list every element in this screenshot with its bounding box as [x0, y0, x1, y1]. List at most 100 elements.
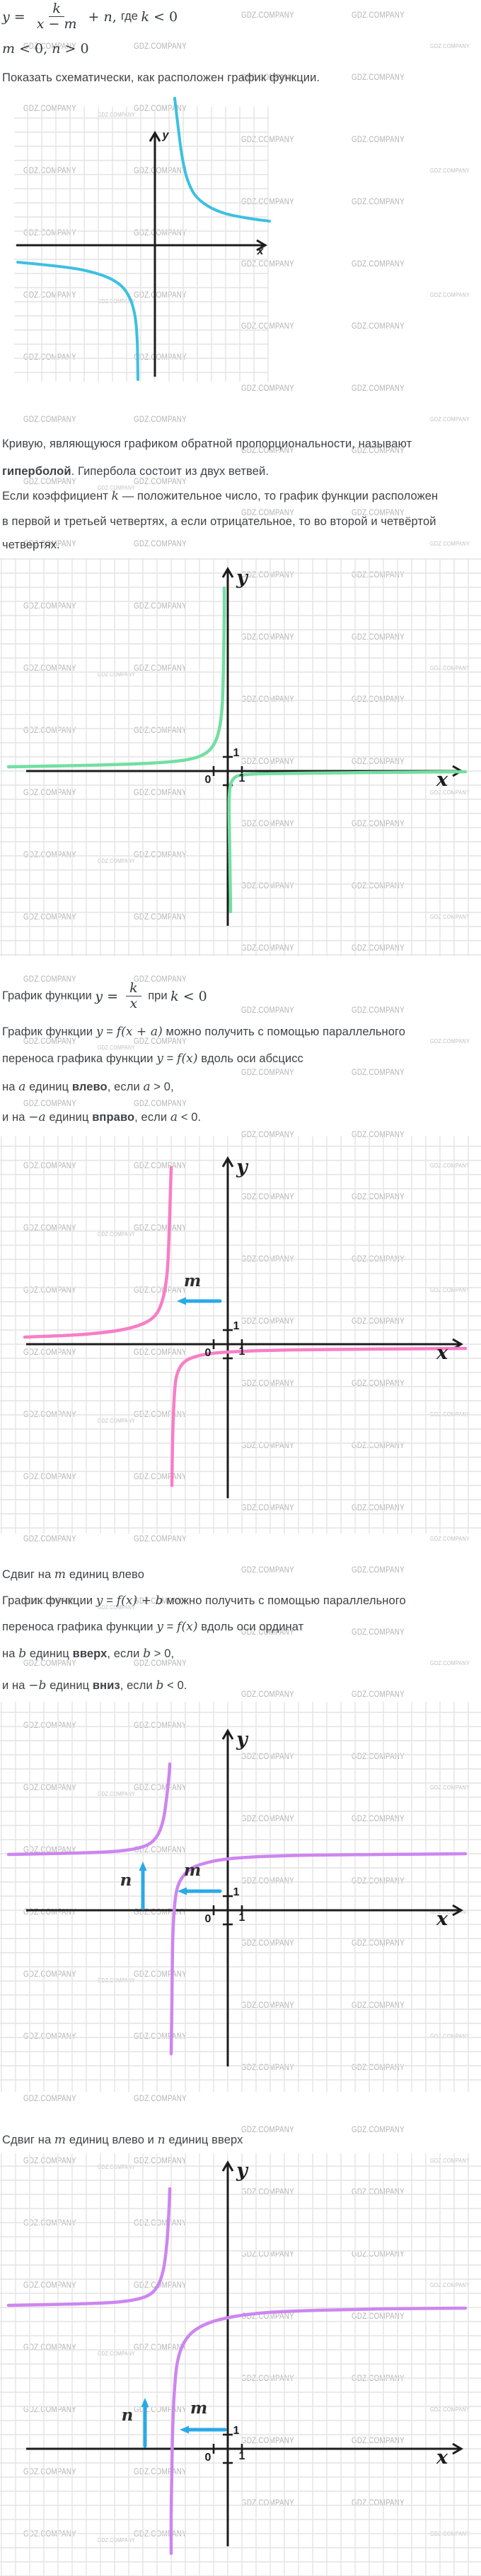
- watermark-text: GDZ.COMPANY: [134, 789, 187, 797]
- text-segment: =: [103, 988, 123, 1004]
- graph-label-y: y: [162, 129, 170, 141]
- watermark-text: GDZ.COMPANY: [352, 2001, 405, 2010]
- text-segment: влево: [71, 1081, 108, 1093]
- text-segment: . Гипербола состоит из двух ветвей.: [71, 465, 270, 478]
- text-segment: =: [103, 1025, 117, 1038]
- watermark-text: GDZ.COMPANY: [430, 2281, 470, 2288]
- watermark-text: GDZ.COMPANY: [430, 1162, 470, 1169]
- graph-label-y: y: [236, 567, 249, 589]
- watermark-text: GDZ.COMPANY: [352, 695, 405, 704]
- text-segment: — положительное число, то график функции…: [119, 490, 439, 502]
- watermark-text: GDZ.COMPANY: [98, 1045, 135, 1051]
- watermark-text: GDZ.COMPANY: [23, 1224, 76, 1233]
- text-segment: Сдвиг на: [2, 2134, 54, 2146]
- math-var: f(x) + b: [116, 1594, 163, 1608]
- unit-ticks: [212, 1895, 243, 1926]
- watermark-text: GDZ.COMPANY: [134, 478, 187, 486]
- watermark-text: GDZ.COMPANY: [98, 1604, 135, 1611]
- text-segment: переноса графика функции: [2, 1621, 157, 1633]
- watermark-text: GDZ.COMPANY: [241, 1131, 294, 1139]
- text-line: Сдвиг на m единиц влево и n единиц вверх: [2, 2133, 243, 2147]
- math-var: y: [156, 1620, 163, 1634]
- text-line: на b единиц вверх, если b > 0,: [2, 1647, 174, 1661]
- math-var: y: [95, 988, 103, 1004]
- watermark-text: GDZ.COMPANY: [430, 291, 470, 298]
- graph-label-1: 1: [233, 2425, 240, 2437]
- math-var: y: [95, 1025, 103, 1039]
- watermark-text: GDZ.COMPANY: [23, 2281, 76, 2290]
- watermark-text: GDZ.COMPANY: [134, 1037, 187, 1046]
- math-var: a: [18, 1080, 26, 1094]
- watermark-text: GDZ.COMPANY: [134, 291, 187, 300]
- text-segment: единиц: [26, 1647, 73, 1660]
- math-var: y: [2, 8, 10, 25]
- hyperbola-branch: [16, 261, 139, 381]
- watermark-text: GDZ.COMPANY: [134, 416, 187, 424]
- text-segment: +: [83, 8, 104, 25]
- shift-arrow-head: [139, 1862, 147, 1871]
- x-axis-arrow: [452, 1904, 463, 1917]
- y-axis-arrow: [221, 2160, 234, 2172]
- watermark-text: GDZ.COMPANY: [23, 1535, 76, 1543]
- watermark-text: GDZ.COMPANY: [241, 1442, 294, 1450]
- graph-shift-up-n: m n y x 1 1 0: [0, 1702, 481, 2092]
- grid: [0, 558, 481, 956]
- text-segment: единиц вверх: [165, 2134, 243, 2146]
- watermark-text: GDZ.COMPANY: [430, 2406, 470, 2413]
- watermark-text: GDZ.COMPANY: [241, 1815, 294, 1823]
- shift-label-m: m: [184, 1861, 201, 1880]
- watermark-text: GDZ.COMPANY: [134, 2033, 187, 2041]
- hyperbola-branch: [6, 1762, 172, 1857]
- text-segment: , если: [134, 1111, 170, 1124]
- text-line: и на −b единиц вниз, если b < 0.: [2, 1678, 187, 1693]
- watermark-text: GDZ.COMPANY: [352, 1877, 405, 1886]
- x-axis-arrow: [452, 2442, 463, 2455]
- watermark-text: GDZ.COMPANY: [430, 1037, 470, 1045]
- watermark-text: GDZ.COMPANY: [430, 540, 470, 547]
- watermark-text: GDZ.COMPANY: [241, 1193, 294, 1201]
- watermark-text: GDZ.COMPANY: [134, 1535, 187, 1543]
- watermark-text: GDZ.COMPANY: [241, 1380, 294, 1388]
- watermark-text: GDZ.COMPANY: [241, 2001, 294, 2010]
- text-line: четвертях.: [2, 539, 60, 552]
- math-var: k: [111, 489, 120, 503]
- watermark-text: GDZ.COMPANY: [98, 671, 135, 678]
- text-segment: , если: [107, 1647, 144, 1660]
- math-var: b: [143, 1647, 151, 1661]
- text-line: Кривую, являющуюся графиком обратной про…: [2, 437, 412, 451]
- watermark-text: GDZ.COMPANY: [134, 1224, 187, 1233]
- watermark-text: GDZ.COMPANY: [241, 2126, 294, 2134]
- watermark-text: GDZ.COMPANY: [134, 1784, 187, 1792]
- watermark-text: GDZ.COMPANY: [430, 2157, 470, 2164]
- text-segment: Кривую, являющуюся графиком обратной про…: [2, 437, 412, 450]
- watermark-text: GDZ.COMPANY: [23, 2033, 76, 2041]
- math-var: y: [95, 1594, 103, 1608]
- math-var: k: [141, 8, 149, 25]
- watermark-text: GDZ.COMPANY: [23, 1162, 76, 1170]
- watermark-text: GDZ.COMPANY: [241, 1317, 294, 1326]
- watermark-text: GDZ.COMPANY: [430, 664, 470, 671]
- text-segment: можно получить с помощью параллельного: [162, 1025, 406, 1038]
- graph-label-y: y: [236, 1156, 249, 1178]
- text-segment: < 0: [178, 988, 207, 1004]
- watermark-text: GDZ.COMPANY: [352, 11, 405, 20]
- watermark-text: GDZ.COMPANY: [352, 633, 405, 642]
- watermark-text: GDZ.COMPANY: [430, 1908, 470, 1915]
- text-segment: График функции: [2, 1025, 96, 1038]
- text-line: в первой и третьей четвертях, а если отр…: [2, 515, 436, 529]
- math-var: m: [54, 1568, 66, 1582]
- watermark-text: GDZ.COMPANY: [352, 198, 405, 206]
- watermark-text: GDZ.COMPANY: [134, 540, 187, 548]
- watermark-text: GDZ.COMPANY: [134, 851, 187, 859]
- watermark-text: GDZ.COMPANY: [98, 2164, 135, 2170]
- watermark-text: GDZ.COMPANY: [352, 260, 405, 269]
- text-line: Если коэффициент k — положительное число…: [2, 489, 438, 503]
- watermark-text: GDZ.COMPANY: [23, 2530, 76, 2539]
- watermark-text: GDZ.COMPANY: [352, 2437, 405, 2445]
- watermark-text: GDZ.COMPANY: [134, 2219, 187, 2228]
- graph-label-1: 1: [233, 747, 240, 759]
- text-segment: на: [2, 1647, 19, 1660]
- graph-shift-left-and-up: m n y x 1 1 0: [0, 2153, 481, 2576]
- watermark-text: GDZ.COMPANY: [134, 1100, 187, 1108]
- watermark-text: GDZ.COMPANY: [352, 1939, 405, 1948]
